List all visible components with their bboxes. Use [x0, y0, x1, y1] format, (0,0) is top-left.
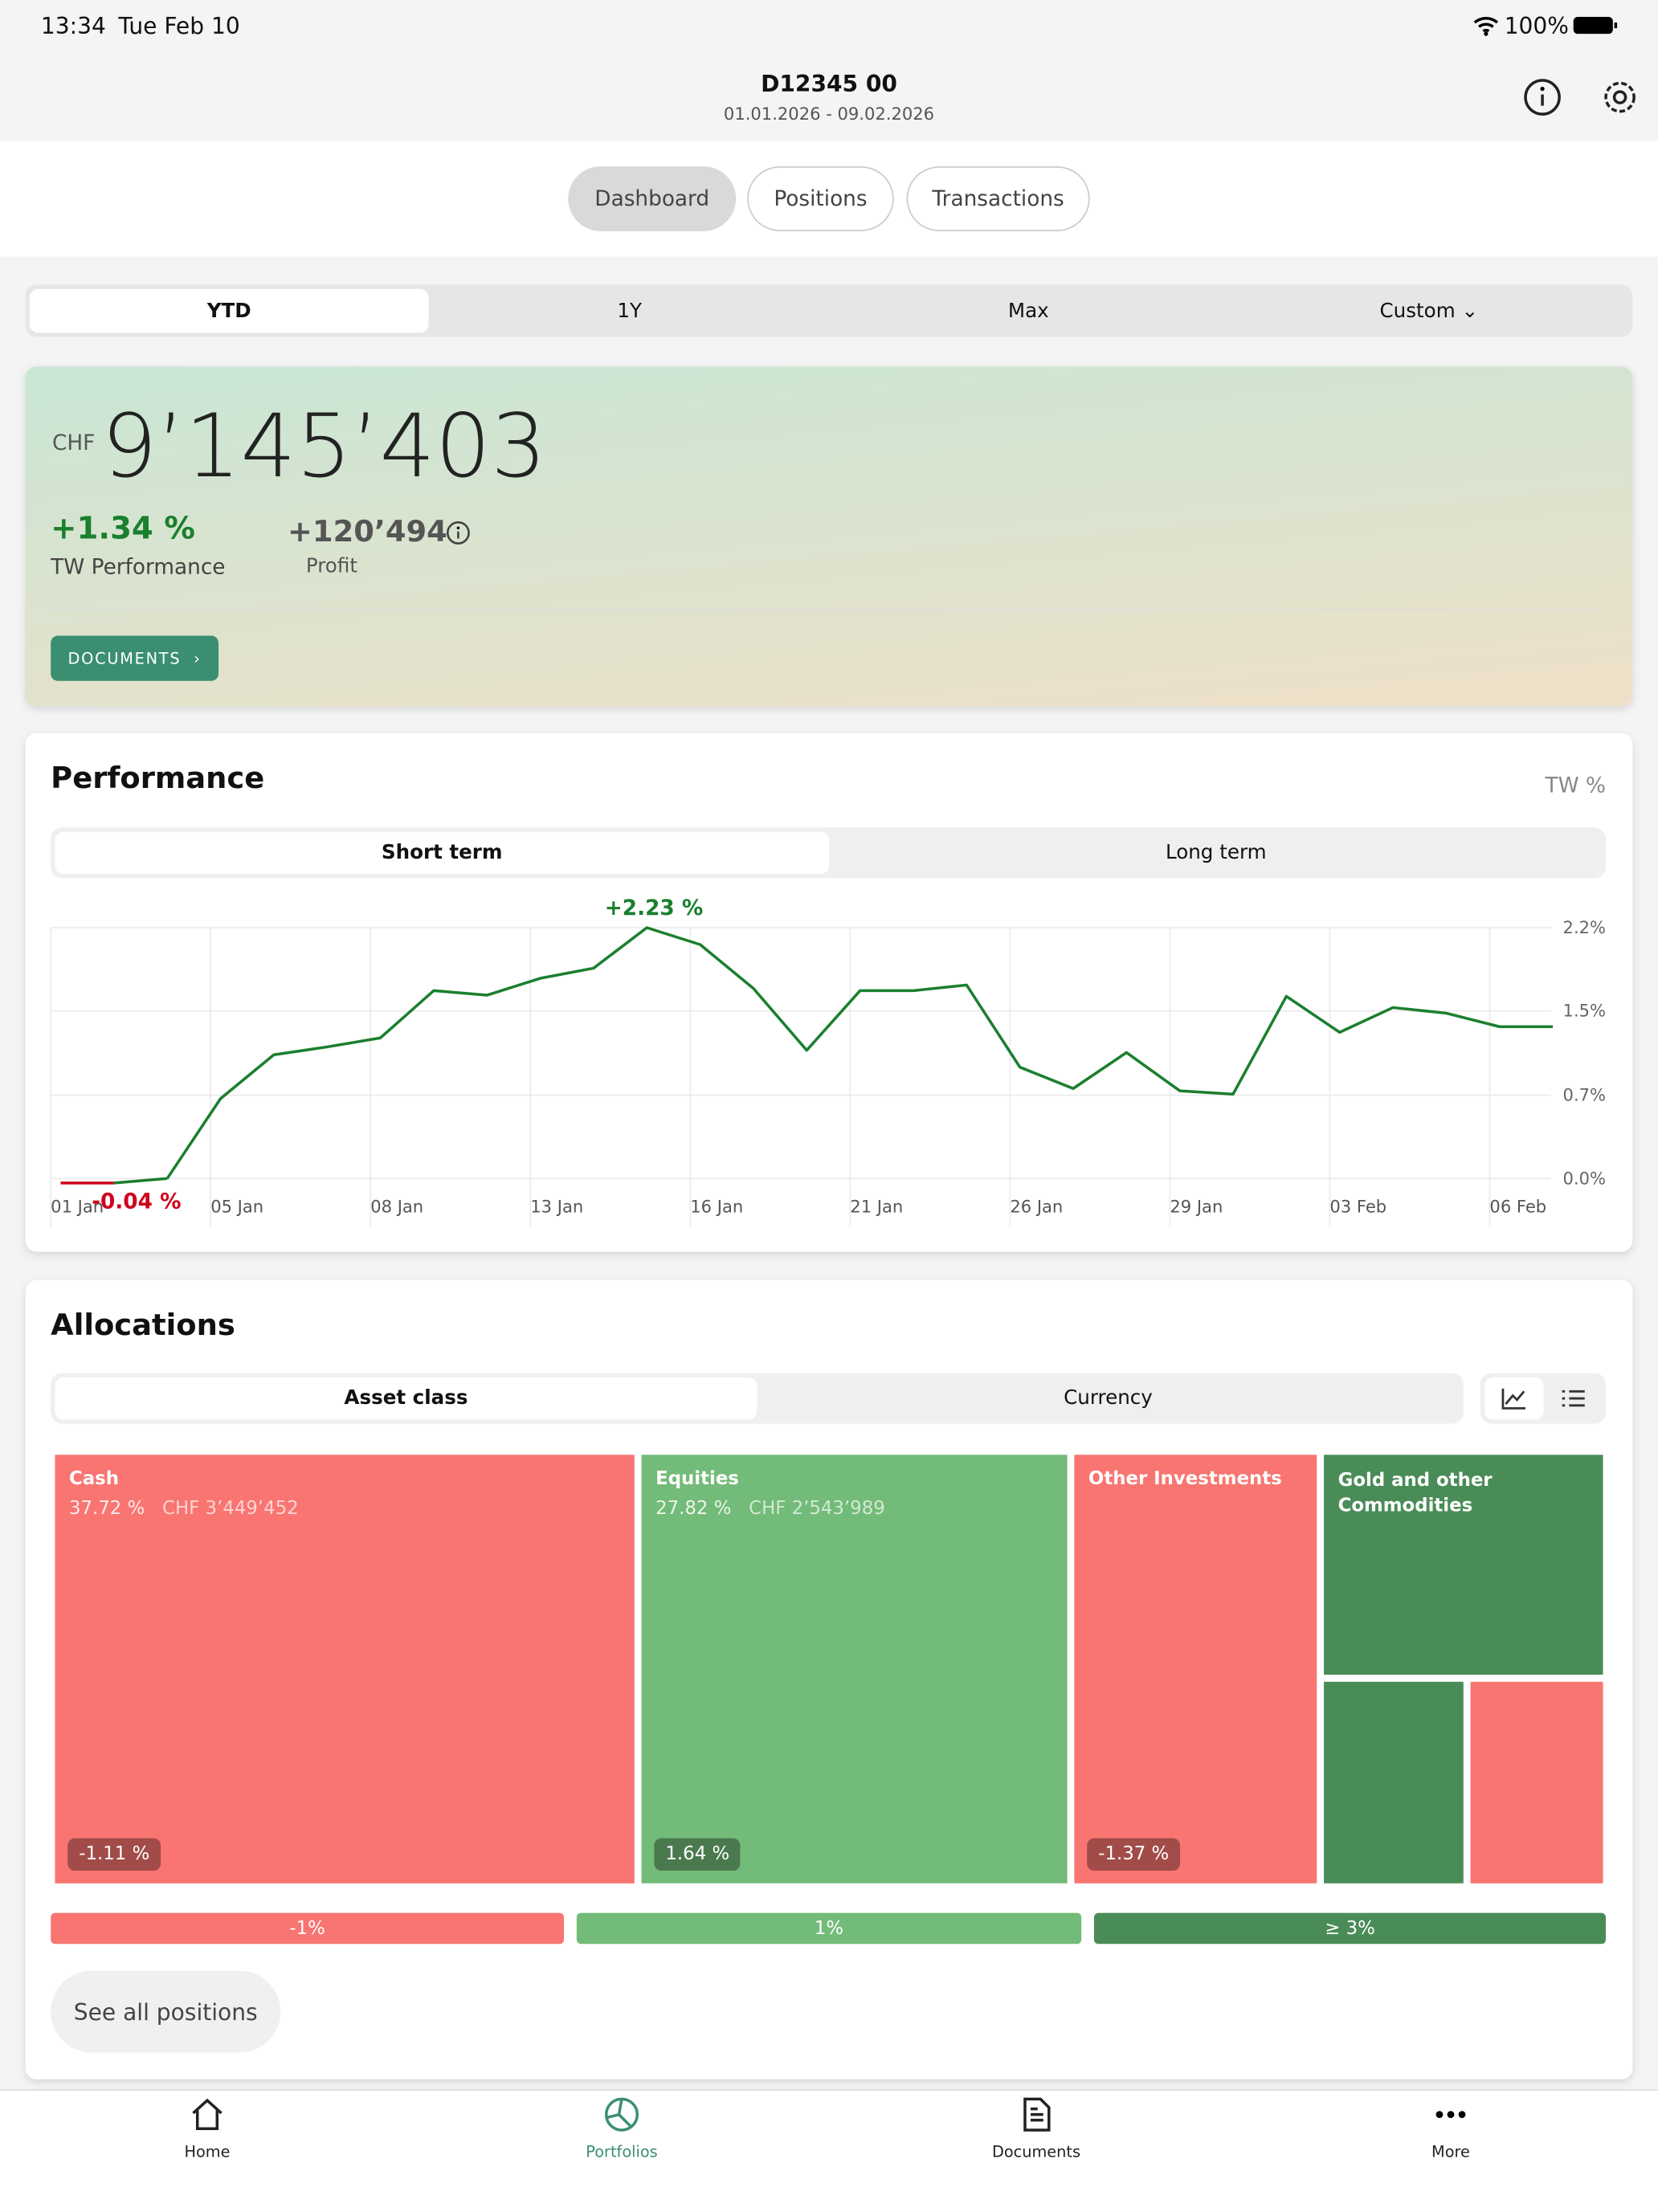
nav-item[interactable]: Portfolios — [586, 2142, 658, 2161]
unit-label: TW % — [1545, 772, 1607, 798]
performance-label: TW Performance — [51, 553, 226, 580]
date-range: 01.01.2026 - 09.02.2026 — [723, 104, 935, 124]
period-label: Custom — [1379, 299, 1456, 323]
currency: CHF — [51, 430, 96, 455]
portfolio-value: 9’145’403 — [101, 394, 547, 498]
line-connector — [113, 1177, 168, 1185]
y-tick-label: 1.5% — [1563, 1001, 1606, 1021]
treemap-tile[interactable]: Cash 37.72 % CHF 3’449’452 -1.11 % — [55, 1455, 635, 1883]
x-tick-label: 05 Jan — [210, 1196, 263, 1216]
wifi-icon — [1473, 17, 1499, 36]
tab[interactable]: Transactions — [906, 166, 1090, 231]
toggle-option[interactable]: Currency — [1064, 1387, 1153, 1410]
x-tick-label: 01 Jan — [51, 1196, 104, 1216]
treemap-tile[interactable]: Gold and other Commodities — [1324, 1455, 1603, 1675]
nav-item[interactable]: More — [1431, 2142, 1470, 2161]
profit-value: +120’494 — [288, 514, 447, 549]
tile-change: -1.11 % — [67, 1838, 161, 1871]
x-tick-label: 06 Feb — [1489, 1196, 1546, 1216]
treemap-tile[interactable]: Equities 27.82 % CHF 2’543’989 1.64 % — [641, 1455, 1068, 1883]
data-label: +2.23 % — [605, 896, 704, 920]
tile-name: Gold and other Commodities — [1337, 1470, 1493, 1517]
toggle-option[interactable]: Short term — [55, 831, 829, 875]
treemap-tile[interactable]: Other Investments -1.37 % — [1074, 1455, 1317, 1883]
portfolios-icon — [604, 2097, 639, 2132]
line-series — [165, 926, 1554, 1180]
tile-name: Equities — [655, 1468, 739, 1491]
list-view-button[interactable] — [1546, 1377, 1603, 1420]
divider — [51, 609, 1607, 610]
x-tick-label: 29 Jan — [1170, 1196, 1223, 1216]
legend-bar: 1% — [576, 1912, 1082, 1945]
period-option[interactable]: 1Y — [617, 299, 642, 323]
legend-bar: ≥ 3% — [1093, 1912, 1607, 1945]
x-tick-label: 08 Jan — [370, 1196, 423, 1216]
tile-name: Cash — [68, 1468, 119, 1491]
period-option[interactable]: YTD — [29, 288, 429, 333]
y-tick-label: 0.7% — [1563, 1085, 1606, 1105]
y-tick-label: 0.0% — [1563, 1168, 1606, 1188]
tile-share: 37.72 % — [68, 1498, 145, 1520]
data-label: -0.04 % — [92, 1190, 181, 1214]
toggle-option[interactable]: Asset class — [55, 1377, 758, 1420]
legend-bar: -1% — [51, 1912, 565, 1945]
treemap-tile[interactable] — [1324, 1681, 1464, 1883]
section-title: Performance — [51, 761, 265, 795]
tile-name: Other Investments — [1088, 1468, 1282, 1491]
tile-change: 1.64 % — [654, 1838, 741, 1871]
x-tick-label: 13 Jan — [530, 1196, 583, 1216]
x-tick-label: 03 Feb — [1329, 1196, 1386, 1216]
profit-label: Profit — [305, 555, 357, 578]
performance-chart: 0.0% 0.7% 1.5% 2.2% 01 Jan 05 Jan 08 Jan 13 Jan… — [50, 896, 1606, 1226]
x-tick-label: 26 Jan — [1010, 1196, 1063, 1216]
bottom-nav — [0, 2089, 1658, 2212]
tile-share: 27.82 % — [655, 1498, 732, 1520]
nav-item[interactable]: Home — [184, 2142, 231, 2161]
performance-value: +1.34 % — [51, 512, 195, 547]
y-tick-label: 2.2% — [1563, 917, 1606, 937]
status-time: 13:34 — [40, 12, 106, 40]
summary-card — [25, 366, 1633, 707]
documents-button[interactable]: DOCUMENTS › — [51, 635, 219, 681]
battery-level: 100% — [1504, 12, 1569, 40]
tile-change: -1.37 % — [1087, 1838, 1181, 1871]
tab[interactable]: Dashboard — [568, 166, 737, 231]
home-icon — [192, 2098, 223, 2130]
see-all-button[interactable]: See all positions — [51, 1970, 281, 2053]
status-date: Tue Feb 10 — [118, 12, 240, 40]
period-option[interactable]: Custom ⌄ — [1379, 299, 1479, 323]
toggle-option[interactable]: Long term — [1165, 841, 1267, 864]
documents-icon — [1023, 2097, 1051, 2132]
nav-item[interactable]: Documents — [991, 2142, 1081, 2161]
tile-amount: CHF 2’543’989 — [749, 1498, 885, 1520]
profit-info[interactable] — [446, 520, 472, 546]
battery-icon — [1573, 17, 1618, 35]
tab[interactable]: Positions — [747, 166, 894, 231]
performance-card — [25, 733, 1633, 1252]
period-option[interactable]: Max — [1007, 299, 1049, 323]
x-tick-label: 21 Jan — [850, 1196, 903, 1216]
info-button[interactable] — [1523, 78, 1562, 117]
chart-view-button[interactable] — [1484, 1377, 1544, 1420]
x-tick-label: 16 Jan — [690, 1196, 743, 1216]
section-title: Allocations — [51, 1308, 235, 1342]
settings-button[interactable] — [1600, 78, 1640, 117]
tile-amount: CHF 3’449’452 — [162, 1498, 299, 1520]
treemap-tile[interactable] — [1470, 1681, 1603, 1883]
account-title: D12345 00 — [761, 70, 897, 98]
button-label: DOCUMENTS — [67, 649, 182, 668]
more-icon — [1435, 2111, 1466, 2119]
